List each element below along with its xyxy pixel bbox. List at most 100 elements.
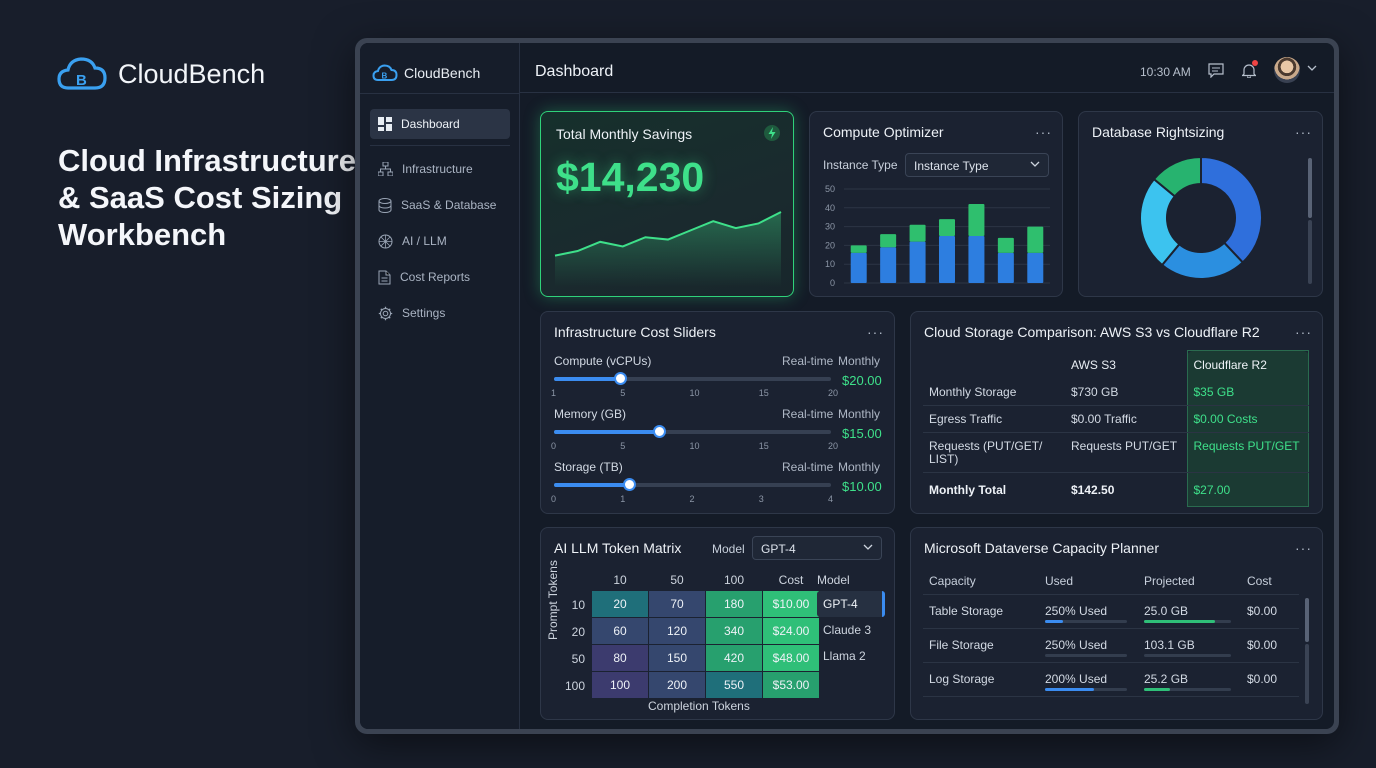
tick-label: 1: [551, 388, 557, 398]
gear-icon: [378, 306, 393, 320]
column-header: 100: [723, 573, 745, 587]
table-cell: $0.00: [1247, 672, 1278, 686]
notifications-button[interactable]: [1241, 60, 1258, 83]
tick-label: 15: [758, 441, 769, 451]
slider-meta: Monthly: [838, 407, 881, 421]
scrollbar-thumb[interactable]: [1305, 598, 1309, 642]
sidebar-nav: Dashboard Infrastructure SaaS & Database…: [370, 109, 510, 334]
card-title: Cloud Storage Comparison: AWS S3 vs Clou…: [924, 324, 1260, 340]
slider-track[interactable]: [554, 425, 831, 438]
tick-label: 3: [758, 494, 764, 504]
cloud-logo-icon: B: [57, 57, 107, 90]
app-screen: B CloudBench Dashboard Infrastructure Sa…: [360, 43, 1334, 729]
cloud-logo-icon: B: [372, 64, 398, 81]
slider-ticks: 0 5 10 15 20: [551, 441, 838, 453]
sidebar-item-ai-llm[interactable]: AI / LLM: [370, 226, 510, 256]
table-cell: $35 GB: [1186, 378, 1309, 406]
donut-slice: [1152, 155, 1202, 198]
tick-label: 10: [689, 441, 700, 451]
model-option-gpt4[interactable]: GPT-4: [817, 591, 885, 617]
slider-price: $20.00: [842, 373, 882, 388]
filter-label: Instance Type: [823, 158, 898, 172]
slider-fill: [554, 483, 629, 487]
tick-label: 1: [620, 494, 626, 504]
compute-optimizer-card: Compute Optimizer ··· Instance Type Inst…: [809, 111, 1063, 297]
card-title: AI LLM Token Matrix: [554, 540, 682, 556]
slider-thumb[interactable]: [614, 372, 628, 385]
table-cell: $27.00: [1186, 472, 1309, 507]
clock-time: 10:30 AM: [1140, 65, 1191, 79]
tick-label: 5: [620, 388, 626, 398]
scrollbar-track[interactable]: [1305, 644, 1309, 704]
table-cell: Requests (PUT/GET/ LIST): [923, 432, 1065, 473]
slider-fill: [554, 430, 660, 434]
instance-type-select[interactable]: Instance Type: [905, 153, 1049, 177]
bar: [850, 252, 867, 283]
sidebar-item-cost-reports[interactable]: Cost Reports: [370, 262, 510, 292]
more-options-button[interactable]: ···: [867, 324, 884, 340]
model-select[interactable]: GPT-4: [752, 536, 882, 560]
column-header: Cost: [1247, 574, 1272, 588]
table-row: Monthly Storage $730 GB $35 GB: [923, 378, 1309, 406]
matrix-cell: 20: [592, 591, 648, 617]
slider-track[interactable]: [554, 372, 831, 385]
bolt-icon: [764, 125, 780, 141]
card-title: Database Rightsizing: [1092, 124, 1225, 140]
y-tick-label: 0: [830, 278, 835, 288]
slider-thumb[interactable]: [622, 478, 636, 491]
sidebar-item-label: AI / LLM: [402, 234, 447, 248]
sidebar-logo[interactable]: B CloudBench: [372, 63, 480, 83]
storage-table: AWS S3 Cloudflare R2 Monthly Storage $73…: [923, 350, 1309, 507]
avatar[interactable]: [1274, 57, 1300, 83]
table-cell: Monthly Storage: [923, 378, 1065, 406]
messages-button[interactable]: [1208, 63, 1224, 83]
tick-label: 0: [551, 441, 557, 451]
bar: [968, 204, 985, 236]
more-options-button[interactable]: ···: [1295, 324, 1312, 340]
savings-card: Total Monthly Savings $14,230: [540, 111, 794, 297]
trend-line: [554, 211, 782, 257]
table-cell: $0.00: [1247, 638, 1278, 652]
table-cell: Egress Traffic: [923, 405, 1065, 433]
chevron-down-icon: [1030, 161, 1040, 167]
tick-label: 4: [828, 494, 834, 504]
model-label: Model: [712, 542, 745, 556]
table-header-aws: AWS S3: [1071, 357, 1116, 372]
slider-track[interactable]: [554, 478, 831, 491]
sidebar-item-saas-database[interactable]: SaaS & Database: [370, 190, 510, 220]
sidebar-item-dashboard[interactable]: Dashboard: [370, 109, 510, 139]
tick-label: 15: [758, 388, 769, 398]
sidebar-item-settings[interactable]: Settings: [370, 298, 510, 328]
card-title: Total Monthly Savings: [556, 126, 693, 142]
device-frame: B CloudBench Dashboard Infrastructure Sa…: [355, 38, 1339, 734]
more-options-button[interactable]: ···: [1295, 124, 1312, 140]
slider-thumb[interactable]: [653, 425, 667, 438]
sidebar-item-label: Infrastructure: [402, 162, 473, 176]
table-cell: $730 GB: [1065, 378, 1187, 406]
bar: [909, 224, 926, 242]
bar: [997, 252, 1014, 283]
scrollbar-track[interactable]: [1308, 220, 1312, 284]
matrix-cell: 80: [592, 645, 648, 671]
chevron-down-icon[interactable]: [1307, 65, 1317, 72]
scrollbar-thumb[interactable]: [1308, 158, 1312, 218]
database-donut-chart: [1139, 155, 1263, 280]
matrix-cell: 200: [649, 672, 705, 698]
card-title: Infrastructure Cost Sliders: [554, 324, 716, 340]
sidebar-item-infrastructure[interactable]: Infrastructure: [370, 154, 510, 184]
more-options-button[interactable]: ···: [1295, 540, 1312, 556]
model-option-claude3[interactable]: Claude 3: [823, 623, 872, 637]
row-header: 50: [571, 652, 585, 666]
slider-ticks: 1 5 10 15 20: [551, 388, 838, 400]
sidebar-item-label: Cost Reports: [400, 270, 471, 284]
matrix-cell: $24.00: [763, 618, 819, 644]
select-value: GPT-4: [761, 542, 796, 556]
more-options-button[interactable]: ···: [1035, 124, 1052, 140]
matrix-cell: 550: [706, 672, 762, 698]
slider-price: $10.00: [842, 479, 882, 494]
savings-trend-chart: [554, 211, 782, 287]
matrix-cell: 120: [649, 618, 705, 644]
cost-sliders-card: Infrastructure Cost Sliders ··· Compute …: [540, 311, 895, 514]
model-option-llama2[interactable]: Llama 2: [823, 649, 866, 663]
matrix-cell: 180: [706, 591, 762, 617]
